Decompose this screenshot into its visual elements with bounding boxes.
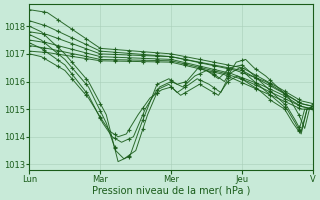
X-axis label: Pression niveau de la mer( hPa ): Pression niveau de la mer( hPa ) xyxy=(92,186,250,196)
